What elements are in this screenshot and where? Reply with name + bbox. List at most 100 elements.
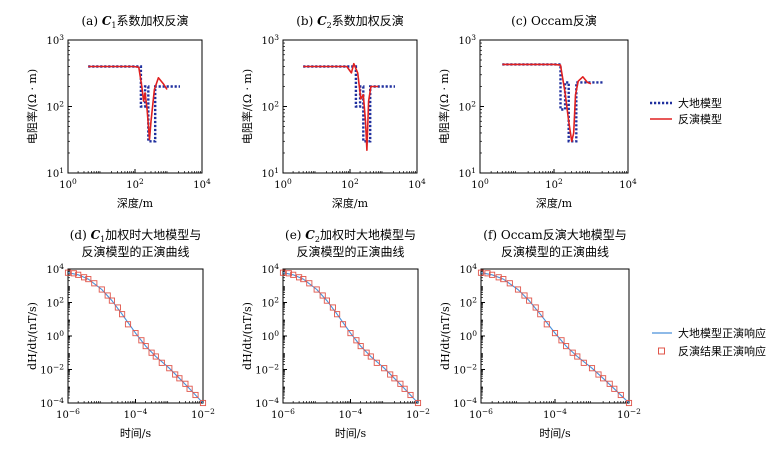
inversion-response-point (98, 286, 105, 293)
x-axis-label: 时间/s (335, 427, 367, 440)
inversion-response-point (373, 359, 380, 366)
inversion-response-point (176, 375, 183, 382)
legend-label: 反演模型 (678, 112, 722, 126)
inversion-response-point (500, 276, 507, 283)
inversion-response-point (152, 353, 159, 360)
inversion-response-point (367, 353, 374, 360)
y-tick-label: 102 (46, 100, 64, 114)
inversion-response-point (484, 270, 491, 277)
inversion-response-point (537, 311, 544, 318)
y-tick-label: 103 (46, 33, 64, 47)
x-tick-label: 10−2 (617, 407, 641, 421)
inversion-response-point (521, 292, 528, 299)
inversion-response-point (329, 304, 336, 311)
inversion-response-point (407, 391, 414, 399)
inversion-response-point (108, 297, 115, 304)
legend-label: 反演结果正演响应 (678, 344, 766, 358)
x-tick-label: 100 (274, 177, 292, 191)
inversion-response-point (81, 274, 88, 281)
panel-title: (a) C1系数加权反演 (81, 13, 188, 30)
y-tick-label: 100 (261, 329, 279, 343)
y-tick-label: 10−2 (255, 363, 279, 377)
plot-frame (67, 39, 203, 174)
inversion-response-point (114, 304, 121, 311)
inversion-response-point (172, 371, 179, 378)
y-tick-label: 103 (261, 33, 279, 47)
panel-title: (f) Occam反演大地模型与 (483, 227, 626, 242)
inversion-response-point (506, 280, 513, 287)
x-axis-label: 时间/s (539, 427, 571, 440)
inversion-response-point (124, 321, 132, 328)
panel-title-line2: 反演模型的正演曲线 (296, 244, 404, 259)
x-tick-label: 102 (341, 177, 359, 191)
inversion-response-point (300, 276, 307, 283)
x-tick-label: 10−2 (191, 407, 215, 421)
inversion-response-point (142, 343, 149, 350)
panel-title: (c) Occam反演 (511, 13, 597, 28)
inversion-response-point (85, 276, 92, 283)
inversion-response-point (353, 337, 360, 344)
inversion-response-point (166, 365, 173, 372)
inversion-response-point (132, 330, 139, 337)
series-earth-model-line (502, 63, 604, 143)
inversion-response-point (148, 349, 155, 356)
x-axis-label: 深度/m (117, 196, 154, 210)
y-tick-label: 104 (459, 262, 477, 276)
inversion-response-point (119, 311, 126, 318)
y-axis-label: 电阻率/(Ω · m) (25, 69, 39, 144)
y-tick-label: 102 (459, 296, 477, 310)
inversion-response-point (357, 343, 364, 350)
y-tick-label: 10−2 (40, 363, 64, 377)
x-tick-label: 102 (126, 177, 144, 191)
inversion-response-point (182, 380, 189, 387)
y-axis-label: 电阻率/(Ω · m) (240, 69, 254, 144)
panel-title: (d) C1加权时大地模型与 (70, 228, 202, 244)
inversion-response-point (313, 286, 320, 293)
inversion-response-point (477, 269, 485, 276)
plot-frame (479, 39, 629, 174)
y-tick-label: 102 (458, 100, 476, 114)
series-forward-response-line (481, 272, 629, 403)
inversion-response-point (489, 271, 496, 278)
inversion-response-point (543, 321, 550, 328)
inversion-response-point (611, 385, 618, 392)
y-tick-label: 101 (458, 166, 476, 180)
y-tick-label: 104 (261, 262, 279, 276)
inversion-response-point (563, 343, 570, 350)
inversion-response-point (595, 371, 602, 378)
inversion-response-point (414, 399, 422, 407)
inversion-response-point (526, 297, 533, 304)
inversion-response-point (70, 270, 77, 277)
inversion-response-point (75, 271, 82, 278)
inversion-response-point (558, 337, 565, 344)
y-axis-label: dH/dt/(nT/s) (439, 302, 452, 370)
inversion-response-point (290, 271, 297, 278)
legend-label: 大地模型正演响应 (678, 326, 766, 340)
y-axis-label: 电阻率/(Ω · m) (437, 69, 451, 144)
inversion-response-point (339, 321, 347, 328)
inversion-response-point (192, 391, 199, 399)
inversion-response-point (551, 330, 559, 337)
series-inversion-model-line (88, 65, 168, 141)
inversion-response-point (401, 385, 408, 392)
series-earth-model-line (303, 65, 395, 143)
inversion-response-point (569, 349, 576, 356)
y-tick-label: 100 (459, 329, 477, 343)
y-axis-label: dH/dt/(nT/s) (241, 302, 254, 370)
inversion-response-point (381, 365, 388, 372)
inversion-response-point (186, 385, 193, 392)
inversion-response-point (296, 274, 303, 281)
y-tick-label: 104 (46, 262, 64, 276)
y-tick-label: 10−2 (453, 363, 477, 377)
x-tick-label: 104 (408, 177, 426, 191)
x-tick-label: 100 (471, 177, 489, 191)
x-tick-label: 10−6 (271, 407, 295, 421)
inversion-response-point (514, 286, 522, 293)
inversion-response-point (606, 380, 613, 387)
panel-title-line2: 反演模型的正演曲线 (81, 244, 189, 259)
